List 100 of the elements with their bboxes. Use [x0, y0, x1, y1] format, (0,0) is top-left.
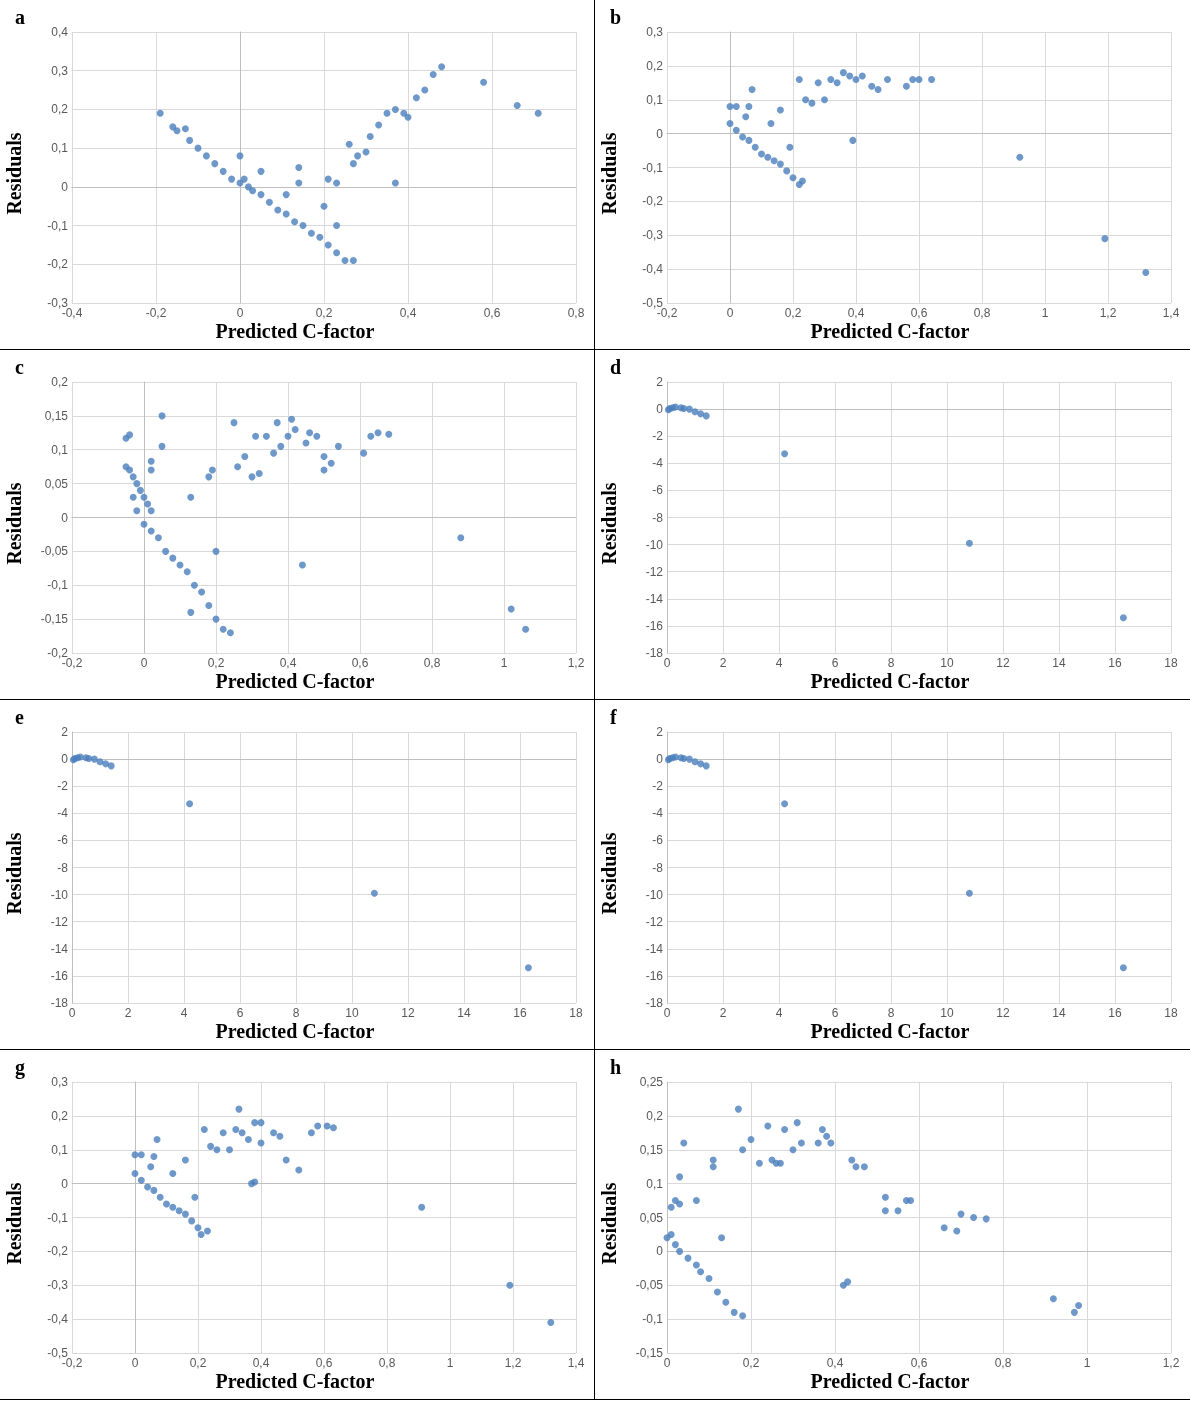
y-tick-label: -14	[50, 941, 69, 956]
x-tick-label: 16	[513, 1006, 527, 1020]
y-tick-label: -0,2	[47, 1244, 69, 1259]
y-tick-label: -12	[645, 564, 664, 579]
y-tick-label: 0,1	[51, 442, 69, 457]
y-axis-title: Residuals	[3, 132, 25, 215]
x-tick-label: 0,2	[207, 656, 225, 670]
chart-title: h	[610, 1056, 622, 1078]
y-tick-label: -6	[57, 833, 69, 848]
x-tick-label: 0,2	[784, 306, 802, 320]
x-tick-label: 0,8	[567, 306, 585, 320]
y-tick-label: -0,1	[47, 578, 69, 593]
x-axis-title: Predicted C-factor	[810, 670, 970, 692]
chart-title: e	[15, 706, 24, 728]
x-axis-title: Predicted C-factor	[215, 1020, 375, 1042]
y-tick-label: -0,4	[642, 262, 664, 277]
x-tick-label: 6	[831, 656, 839, 670]
y-tick-label: -0,3	[47, 296, 69, 310]
x-tick-label: 8	[887, 1006, 895, 1020]
y-tick-label: -0,5	[47, 1346, 69, 1360]
y-tick-label: -4	[652, 456, 664, 471]
y-tick-label: 0	[656, 752, 664, 767]
x-tick-label: 0,2	[315, 306, 333, 320]
y-tick-label: 0	[61, 179, 69, 194]
x-tick-label: 1	[1083, 1356, 1091, 1370]
y-axis-title: Residuals	[598, 132, 620, 215]
y-tick-label: -2	[57, 779, 69, 794]
y-tick-label: -0,15	[40, 612, 69, 627]
y-axis-title: Residuals	[598, 832, 620, 915]
y-tick-label: -0,3	[642, 228, 664, 243]
y-tick-label: 0	[61, 1176, 69, 1191]
y-tick-label: -10	[645, 887, 664, 902]
x-axis-title: Predicted C-factor	[810, 1370, 970, 1392]
y-tick-label: -14	[645, 591, 664, 606]
x-tick-label: 14	[457, 1006, 471, 1020]
y-tick-label: -10	[645, 537, 664, 552]
chart-title: a	[15, 6, 25, 28]
x-tick-label: 0,6	[315, 1356, 333, 1370]
x-tick-label: -0,2	[145, 306, 167, 320]
y-tick-label: -16	[645, 618, 664, 633]
chart-title: d	[610, 356, 622, 378]
y-tick-label: -0,1	[47, 1210, 69, 1225]
y-tick-label: 0	[656, 402, 664, 417]
x-tick-label: 10	[940, 656, 954, 670]
y-tick-label: 0,3	[646, 25, 664, 39]
y-axis-title: Residuals	[598, 482, 620, 565]
x-tick-label: 0,8	[973, 306, 991, 320]
y-tick-label: 0,4	[51, 25, 69, 39]
y-tick-label: 0,2	[646, 1108, 664, 1123]
y-tick-label: -6	[652, 483, 664, 498]
y-tick-label: -0,1	[642, 160, 664, 175]
y-tick-label: -16	[645, 968, 664, 983]
y-tick-label: -0,05	[40, 544, 69, 559]
chart-title: c	[15, 356, 24, 378]
x-tick-label: 1,2	[504, 1356, 522, 1370]
x-tick-label: 6	[831, 1006, 839, 1020]
y-tick-label: -0,5	[642, 296, 664, 310]
y-tick-label: 0	[61, 752, 69, 767]
x-tick-label: 0	[140, 656, 148, 670]
x-tick-label: 18	[1164, 1006, 1178, 1020]
y-tick-label: 2	[656, 375, 664, 389]
y-tick-label: -0,1	[47, 218, 69, 233]
x-tick-label: 4	[775, 1006, 783, 1020]
x-tick-label: 2	[124, 1006, 132, 1020]
x-axis-title: Predicted C-factor	[215, 320, 375, 342]
x-tick-label: 12	[401, 1006, 415, 1020]
y-tick-label: 0	[656, 126, 664, 141]
y-tick-label: 2	[656, 725, 664, 739]
x-tick-label: 1,2	[1162, 1356, 1180, 1370]
y-tick-label: -14	[645, 941, 664, 956]
y-tick-label: -6	[652, 833, 664, 848]
y-tick-label: -10	[50, 887, 69, 902]
x-tick-label: 0,6	[910, 306, 928, 320]
x-tick-label: 1,4	[567, 1356, 585, 1370]
x-tick-label: 0,2	[742, 1356, 760, 1370]
x-tick-label: 0,8	[994, 1356, 1012, 1370]
x-tick-label: 2	[719, 1006, 727, 1020]
y-tick-label: -0,2	[47, 257, 69, 272]
y-axis-title: Residuals	[3, 832, 25, 915]
x-axis-title: Predicted C-factor	[215, 670, 375, 692]
y-tick-label: 0	[656, 1244, 664, 1259]
x-tick-label: 0,6	[910, 1356, 928, 1370]
y-tick-label: 0,25	[639, 1075, 664, 1089]
y-tick-label: -18	[645, 996, 664, 1010]
y-tick-label: -4	[652, 806, 664, 821]
x-tick-label: 10	[940, 1006, 954, 1020]
x-tick-label: 8	[887, 656, 895, 670]
x-tick-label: 1	[446, 1356, 454, 1370]
x-tick-label: 6	[236, 1006, 244, 1020]
x-tick-label: 1	[500, 656, 508, 670]
x-tick-label: 10	[345, 1006, 359, 1020]
y-tick-label: 0,1	[646, 1176, 664, 1191]
x-tick-label: 0,4	[279, 656, 297, 670]
x-tick-label: 1,4	[1162, 306, 1180, 320]
x-tick-label: 16	[1108, 1006, 1122, 1020]
x-tick-label: 12	[996, 656, 1010, 670]
y-tick-label: -0,4	[47, 1312, 69, 1327]
x-tick-label: 0,4	[847, 306, 865, 320]
y-tick-label: 0,05	[639, 1210, 664, 1225]
x-tick-label: 0,2	[189, 1356, 207, 1370]
